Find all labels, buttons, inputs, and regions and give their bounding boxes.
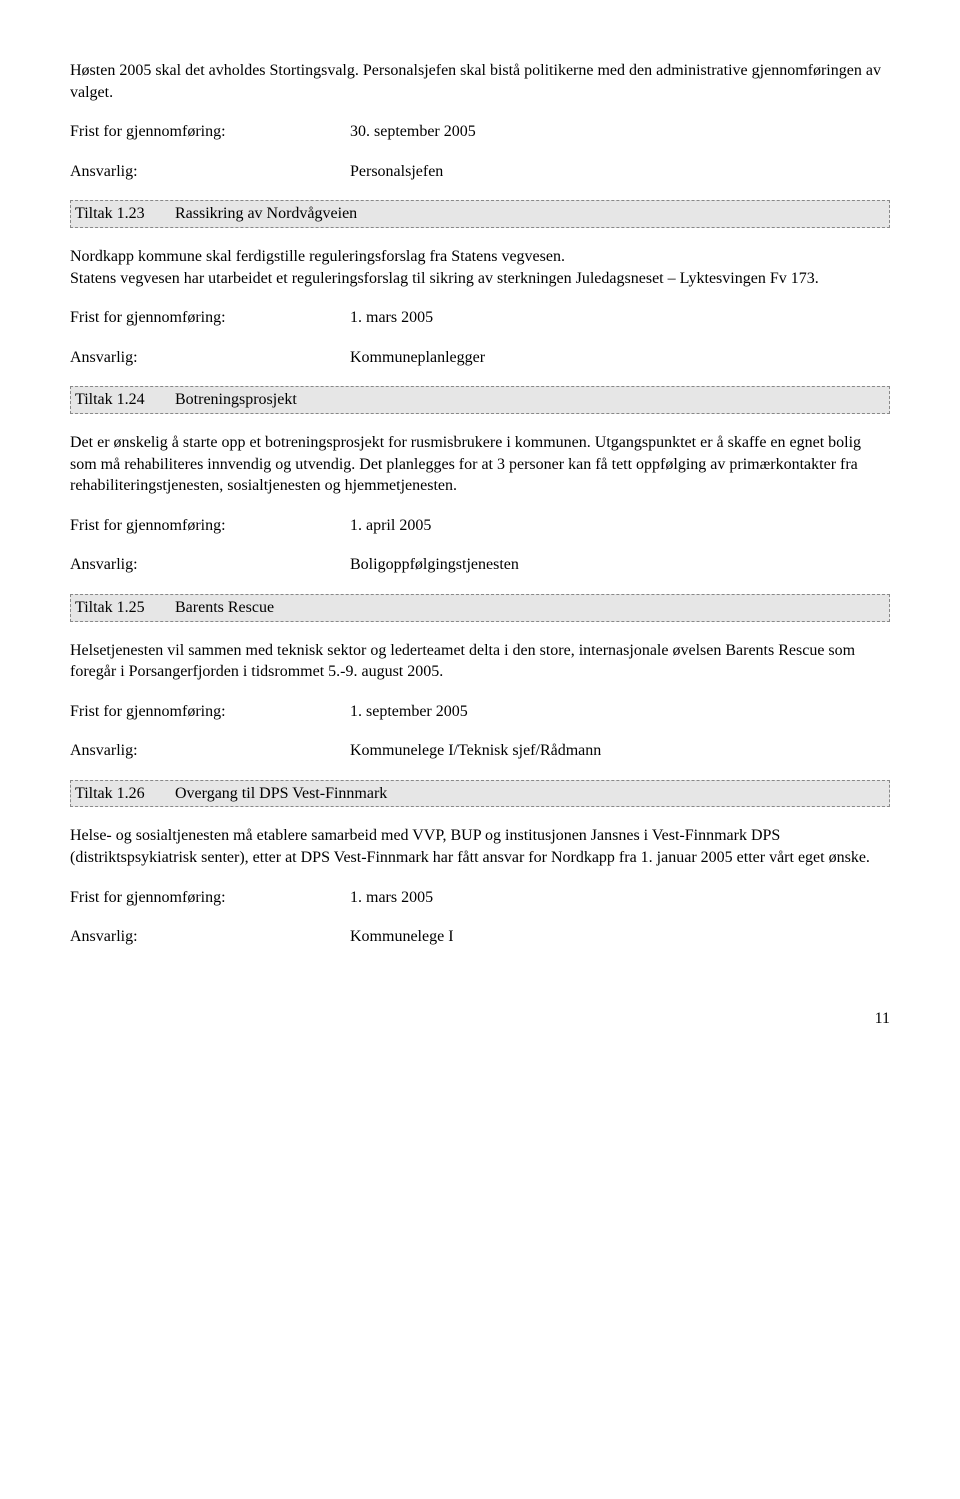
intro-paragraph: Høsten 2005 skal det avholdes Stortingsv… (70, 60, 890, 103)
frist-label: Frist for gjennomføring: (70, 701, 350, 723)
frist-value: 1. september 2005 (350, 701, 890, 723)
frist-row: Frist for gjennomføring: 1. mars 2005 (70, 887, 890, 909)
tiltak-body: Helse- og sosialtjenesten må etablere sa… (70, 825, 890, 868)
ansvarlig-label: Ansvarlig: (70, 740, 350, 762)
frist-value: 1. april 2005 (350, 515, 890, 537)
tiltak-title: Botreningsprosjekt (175, 389, 885, 411)
tiltak-number: Tiltak 1.24 (75, 389, 175, 411)
ansvarlig-row: Ansvarlig: Personalsjefen (70, 161, 890, 183)
tiltak-body: Helsetjenesten vil sammen med teknisk se… (70, 640, 890, 683)
frist-row: Frist for gjennomføring: 1. mars 2005 (70, 307, 890, 329)
frist-label: Frist for gjennomføring: (70, 121, 350, 143)
tiltak-number: Tiltak 1.26 (75, 783, 175, 805)
page-number: 11 (70, 1008, 890, 1030)
tiltak-header-125: Tiltak 1.25 Barents Rescue (70, 594, 890, 622)
tiltak-header-124: Tiltak 1.24 Botreningsprosjekt (70, 386, 890, 414)
frist-value: 1. mars 2005 (350, 307, 890, 329)
ansvarlig-label: Ansvarlig: (70, 347, 350, 369)
tiltak-number: Tiltak 1.25 (75, 597, 175, 619)
tiltak-body: Nordkapp kommune skal ferdigstille regul… (70, 246, 890, 289)
ansvarlig-row: Ansvarlig: Kommuneplanlegger (70, 347, 890, 369)
frist-row: Frist for gjennomføring: 1. september 20… (70, 701, 890, 723)
ansvarlig-label: Ansvarlig: (70, 161, 350, 183)
tiltak-header-126: Tiltak 1.26 Overgang til DPS Vest-Finnma… (70, 780, 890, 808)
tiltak-body: Det er ønskelig å starte opp et botrenin… (70, 432, 890, 497)
ansvarlig-row: Ansvarlig: Kommunelege I/Teknisk sjef/Rå… (70, 740, 890, 762)
tiltak-title: Overgang til DPS Vest-Finnmark (175, 783, 885, 805)
ansvarlig-row: Ansvarlig: Boligoppfølgingstjenesten (70, 554, 890, 576)
tiltak-title: Rassikring av Nordvågveien (175, 203, 885, 225)
ansvarlig-value: Personalsjefen (350, 161, 890, 183)
tiltak-header-123: Tiltak 1.23 Rassikring av Nordvågveien (70, 200, 890, 228)
frist-row: Frist for gjennomføring: 1. april 2005 (70, 515, 890, 537)
ansvarlig-label: Ansvarlig: (70, 926, 350, 948)
frist-label: Frist for gjennomføring: (70, 307, 350, 329)
ansvarlig-value: Kommunelege I (350, 926, 890, 948)
ansvarlig-label: Ansvarlig: (70, 554, 350, 576)
frist-value: 30. september 2005 (350, 121, 890, 143)
ansvarlig-row: Ansvarlig: Kommunelege I (70, 926, 890, 948)
tiltak-number: Tiltak 1.23 (75, 203, 175, 225)
ansvarlig-value: Kommuneplanlegger (350, 347, 890, 369)
ansvarlig-value: Kommunelege I/Teknisk sjef/Rådmann (350, 740, 890, 762)
ansvarlig-value: Boligoppfølgingstjenesten (350, 554, 890, 576)
frist-label: Frist for gjennomføring: (70, 887, 350, 909)
tiltak-title: Barents Rescue (175, 597, 885, 619)
frist-row: Frist for gjennomføring: 30. september 2… (70, 121, 890, 143)
frist-value: 1. mars 2005 (350, 887, 890, 909)
frist-label: Frist for gjennomføring: (70, 515, 350, 537)
